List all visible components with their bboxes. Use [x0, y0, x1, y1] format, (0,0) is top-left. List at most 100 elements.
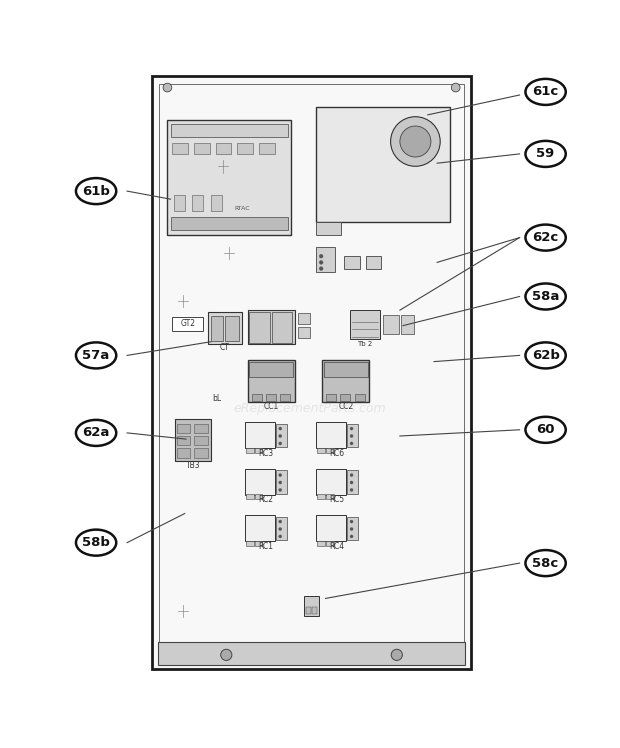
Bar — [276, 470, 287, 494]
Circle shape — [350, 473, 353, 476]
Bar — [225, 316, 239, 341]
Circle shape — [391, 649, 402, 660]
Bar — [326, 494, 334, 499]
Text: 61c: 61c — [533, 85, 559, 99]
Text: RTAC: RTAC — [234, 206, 250, 211]
Circle shape — [319, 260, 323, 264]
Bar — [316, 247, 335, 272]
Bar — [317, 448, 325, 453]
Text: 58a: 58a — [532, 290, 559, 303]
Text: 57a: 57a — [82, 349, 110, 362]
Bar — [237, 143, 253, 154]
Bar — [347, 470, 358, 494]
Text: 59: 59 — [536, 147, 555, 160]
Circle shape — [350, 520, 353, 523]
Circle shape — [350, 488, 353, 491]
Bar — [255, 494, 262, 499]
Circle shape — [350, 481, 353, 484]
Bar — [401, 315, 414, 334]
Ellipse shape — [526, 550, 565, 576]
Circle shape — [391, 117, 440, 166]
Bar — [326, 448, 334, 453]
Bar — [322, 360, 369, 402]
Bar — [245, 469, 275, 495]
Text: CT: CT — [220, 343, 230, 352]
Text: CC1: CC1 — [264, 402, 279, 411]
Circle shape — [279, 520, 281, 523]
Bar — [208, 312, 242, 344]
Bar — [304, 596, 319, 616]
Text: CC2: CC2 — [339, 402, 353, 411]
Bar — [255, 541, 262, 546]
Text: 62c: 62c — [533, 231, 559, 244]
Circle shape — [350, 442, 353, 445]
Ellipse shape — [76, 343, 117, 369]
Bar — [340, 394, 350, 401]
Text: Tb 2: Tb 2 — [358, 341, 373, 347]
Bar — [245, 515, 275, 542]
Bar — [211, 195, 222, 211]
Text: RC5: RC5 — [330, 495, 345, 504]
Bar — [306, 607, 311, 614]
Circle shape — [350, 527, 353, 530]
Bar — [170, 217, 288, 230]
Ellipse shape — [526, 224, 565, 251]
Bar — [316, 222, 341, 235]
Bar — [175, 419, 211, 461]
Bar — [366, 257, 381, 269]
Circle shape — [319, 254, 323, 258]
Circle shape — [350, 535, 353, 538]
Ellipse shape — [526, 417, 565, 443]
Bar — [255, 448, 262, 453]
Text: RC6: RC6 — [330, 449, 345, 458]
Ellipse shape — [76, 530, 117, 556]
Bar — [298, 313, 310, 325]
Circle shape — [279, 527, 281, 530]
Bar — [350, 310, 380, 340]
Ellipse shape — [526, 283, 565, 310]
Bar — [172, 143, 188, 154]
Bar — [211, 316, 223, 341]
Bar — [248, 360, 294, 402]
Text: eReplacementParts.com: eReplacementParts.com — [234, 402, 386, 414]
Circle shape — [400, 126, 431, 157]
Bar — [347, 423, 358, 447]
Circle shape — [319, 267, 323, 271]
Circle shape — [279, 473, 281, 476]
Bar — [316, 108, 450, 222]
Circle shape — [279, 481, 281, 484]
Bar — [280, 394, 290, 401]
Bar — [316, 515, 346, 542]
Bar — [312, 607, 317, 614]
Bar — [174, 195, 185, 211]
Text: GT2: GT2 — [180, 319, 195, 328]
Text: 62a: 62a — [82, 426, 110, 439]
Circle shape — [350, 427, 353, 430]
Bar — [194, 143, 210, 154]
Bar — [316, 469, 346, 495]
Bar — [194, 436, 208, 445]
Circle shape — [350, 435, 353, 438]
Bar — [245, 423, 275, 448]
Text: 58c: 58c — [533, 557, 559, 569]
Circle shape — [163, 83, 172, 92]
Circle shape — [451, 83, 460, 92]
Ellipse shape — [76, 420, 117, 446]
Bar — [177, 448, 190, 458]
Text: 60: 60 — [536, 423, 555, 436]
Bar — [266, 394, 276, 401]
Text: RC3: RC3 — [259, 449, 273, 458]
Bar — [158, 642, 465, 666]
Bar — [152, 76, 471, 669]
Bar — [246, 448, 254, 453]
Bar — [159, 84, 464, 661]
Bar — [177, 436, 190, 445]
Bar — [276, 517, 287, 540]
Bar — [383, 315, 399, 334]
Bar — [316, 423, 346, 448]
Ellipse shape — [76, 178, 117, 204]
Bar — [344, 257, 360, 269]
Text: TB3: TB3 — [185, 461, 200, 470]
Bar — [252, 394, 262, 401]
Bar — [259, 143, 275, 154]
